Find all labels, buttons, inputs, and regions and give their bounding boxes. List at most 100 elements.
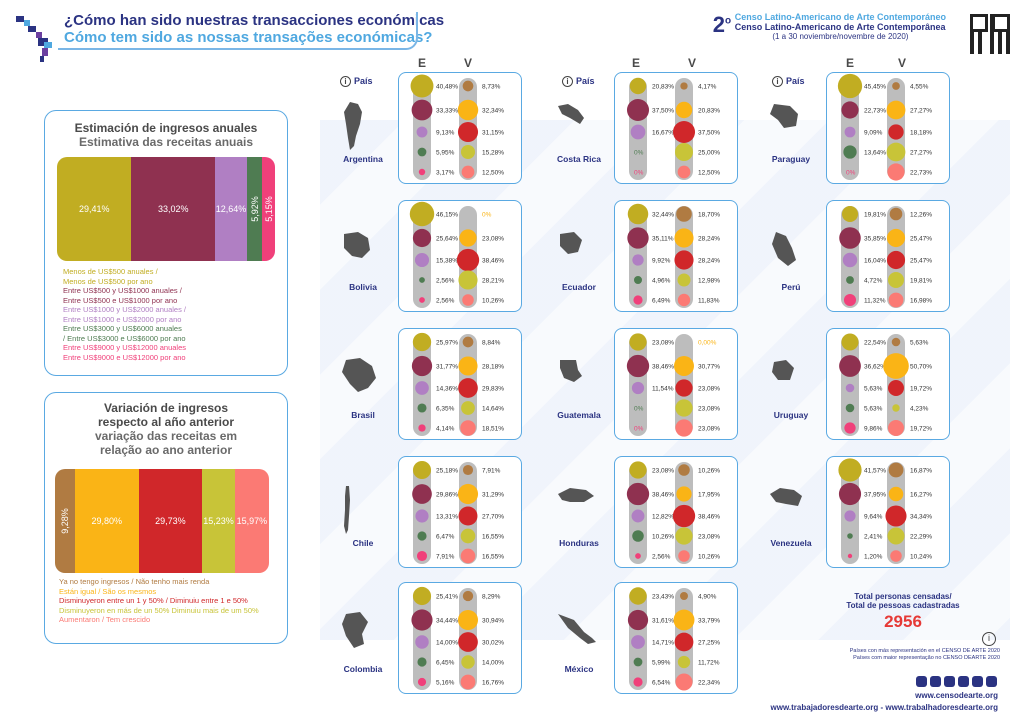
v-value-label: 4,17% xyxy=(698,84,717,91)
v-value-label: 12,50% xyxy=(698,170,720,177)
e-bubble xyxy=(417,531,427,541)
v-bubble xyxy=(675,527,693,545)
instagram-icon[interactable] xyxy=(958,676,969,687)
e-value-label: 6,54% xyxy=(652,680,671,687)
v-value-label: 18,51% xyxy=(482,426,504,433)
legend-entry: / Entre US$3000 e US$6000 por ano xyxy=(63,333,186,343)
e-bubble xyxy=(418,424,426,432)
e-bubble xyxy=(841,101,859,119)
country-name: Paraguay xyxy=(771,154,811,164)
e-value-label: 11,32% xyxy=(864,298,886,305)
info-icon[interactable]: i xyxy=(982,632,996,646)
v-value-label: 27,25% xyxy=(698,640,720,647)
v-bubble xyxy=(892,404,900,412)
segment-label: 5,15% xyxy=(263,196,274,222)
event-dates: (1 a 30 noviembre/novembre de 2020) xyxy=(772,32,909,41)
country-name: Ecuador xyxy=(561,282,596,292)
email-icon[interactable] xyxy=(944,676,955,687)
country-bubble-chart: 20,83% 37,50% 16,67% 0% 0% 4,17% 20,83% 37,50% 2… xyxy=(626,77,720,180)
qr-code-icon[interactable] xyxy=(970,14,1010,54)
segment-label: 29,73% xyxy=(155,516,186,526)
country-shape xyxy=(558,104,584,124)
e-value-label: 6,45% xyxy=(436,660,455,667)
e-value-label: 5,99% xyxy=(652,660,671,667)
e-value-label: 9,13% xyxy=(436,130,455,137)
e-value-label: 31,61% xyxy=(652,618,674,625)
e-bubble xyxy=(633,295,643,305)
v-value-label: 5,63% xyxy=(910,340,929,347)
v-value-label: 18,18% xyxy=(910,130,932,137)
v-value-label: 10,26% xyxy=(482,298,504,305)
legend-entry: Entre US$9000 y US$12000 anuales xyxy=(63,343,187,352)
edition-number: 2o xyxy=(712,12,732,37)
e-bubble xyxy=(410,74,434,98)
e-bubble xyxy=(414,252,430,268)
youtube-icon[interactable] xyxy=(972,676,983,687)
v-bubble xyxy=(891,337,901,347)
stack-segment: 5,15% xyxy=(261,157,275,261)
country-name: México xyxy=(564,664,594,674)
v-value-label: 16,55% xyxy=(482,554,504,561)
country-shape xyxy=(558,488,594,502)
country-bubble-chart: 19,81% 35,85% 16,04% 4,72% 11,32% 12,26% 25,47… xyxy=(839,205,932,308)
v-value-label: 28,18% xyxy=(482,364,504,371)
country-bubble-chart: 25,41% 34,44% 14,00% 6,45% 5,16% 8,29% 30,94% 3… xyxy=(411,586,504,690)
country-map-icon xyxy=(770,488,802,506)
e-value-label: 5,16% xyxy=(436,680,455,687)
e-bubble xyxy=(843,293,857,307)
telegram-icon[interactable] xyxy=(930,676,941,687)
e-bubble xyxy=(415,635,429,649)
country-name: Chile xyxy=(352,538,374,548)
info-icon[interactable]: i xyxy=(772,76,783,88)
v-bubble xyxy=(460,144,476,160)
col-header-e-1: E xyxy=(418,56,427,70)
e-bubble xyxy=(627,227,649,249)
country-name: Bolivia xyxy=(349,282,377,292)
e-value-label: 0% xyxy=(634,150,644,157)
v-bubble xyxy=(457,609,479,631)
facebook-icon[interactable] xyxy=(986,676,997,687)
info-icon[interactable]: i xyxy=(340,76,351,88)
v-value-label: 11,83% xyxy=(698,298,720,305)
legend-entry: Disminuyeron en más de un 50% Diminuiu m… xyxy=(59,605,259,615)
country-map-icon xyxy=(342,612,368,648)
country-name: Colombia xyxy=(343,664,383,674)
e-value-label: 23,08% xyxy=(652,340,674,347)
whatsapp-icon[interactable] xyxy=(916,676,927,687)
e-value-label: 6,49% xyxy=(652,298,671,305)
country-name: Honduras xyxy=(559,538,599,548)
v-bubble xyxy=(456,248,480,272)
v-value-label: 4,23% xyxy=(910,406,929,413)
e-value-label: 25,64% xyxy=(436,236,458,243)
e-bubble xyxy=(847,533,853,539)
v-value-label: 4,90% xyxy=(698,594,717,601)
v-bubble xyxy=(674,250,694,270)
segment-label: 29,41% xyxy=(78,204,110,214)
info-icon[interactable]: i xyxy=(562,76,573,88)
website-links[interactable]: www.trabajadoresdearte.org - www.trabalh… xyxy=(770,703,998,712)
e-bubble xyxy=(411,99,433,121)
page-title: ¿Cómo han sido nuestras transacciones ec… xyxy=(58,12,444,50)
e-bubble xyxy=(626,98,650,122)
v-value-label: 37,50% xyxy=(698,130,720,137)
e-value-label: 23,08% xyxy=(652,468,674,475)
income-stacked-bar: 29,41% 33,02% 12,64% 5,92% 5,15% xyxy=(57,157,275,261)
e-value-label: 32,44% xyxy=(652,212,674,219)
v-value-label: 8,73% xyxy=(482,84,501,91)
stack-segment: 29,41% xyxy=(57,157,132,261)
e-value-label: 19,81% xyxy=(864,212,886,219)
segment-label: 12,64% xyxy=(215,204,247,214)
v-value-label: 16,98% xyxy=(910,298,932,305)
website-link[interactable]: www.censodearte.org xyxy=(915,691,998,700)
e-value-label: 45,45% xyxy=(864,84,886,91)
totals-label-es: Total personas censadas/ xyxy=(854,592,952,601)
v-value-label: 11,72% xyxy=(698,660,720,667)
country-map-icon xyxy=(772,360,794,380)
e-bubble xyxy=(845,403,855,413)
e-value-label: 2,56% xyxy=(436,278,455,285)
v-bubble xyxy=(886,100,906,120)
v-bubble xyxy=(677,165,691,179)
legend-entry: Aumentaron / Tem crescido xyxy=(59,615,151,624)
country-shape xyxy=(770,104,798,128)
v-bubble xyxy=(462,80,474,92)
